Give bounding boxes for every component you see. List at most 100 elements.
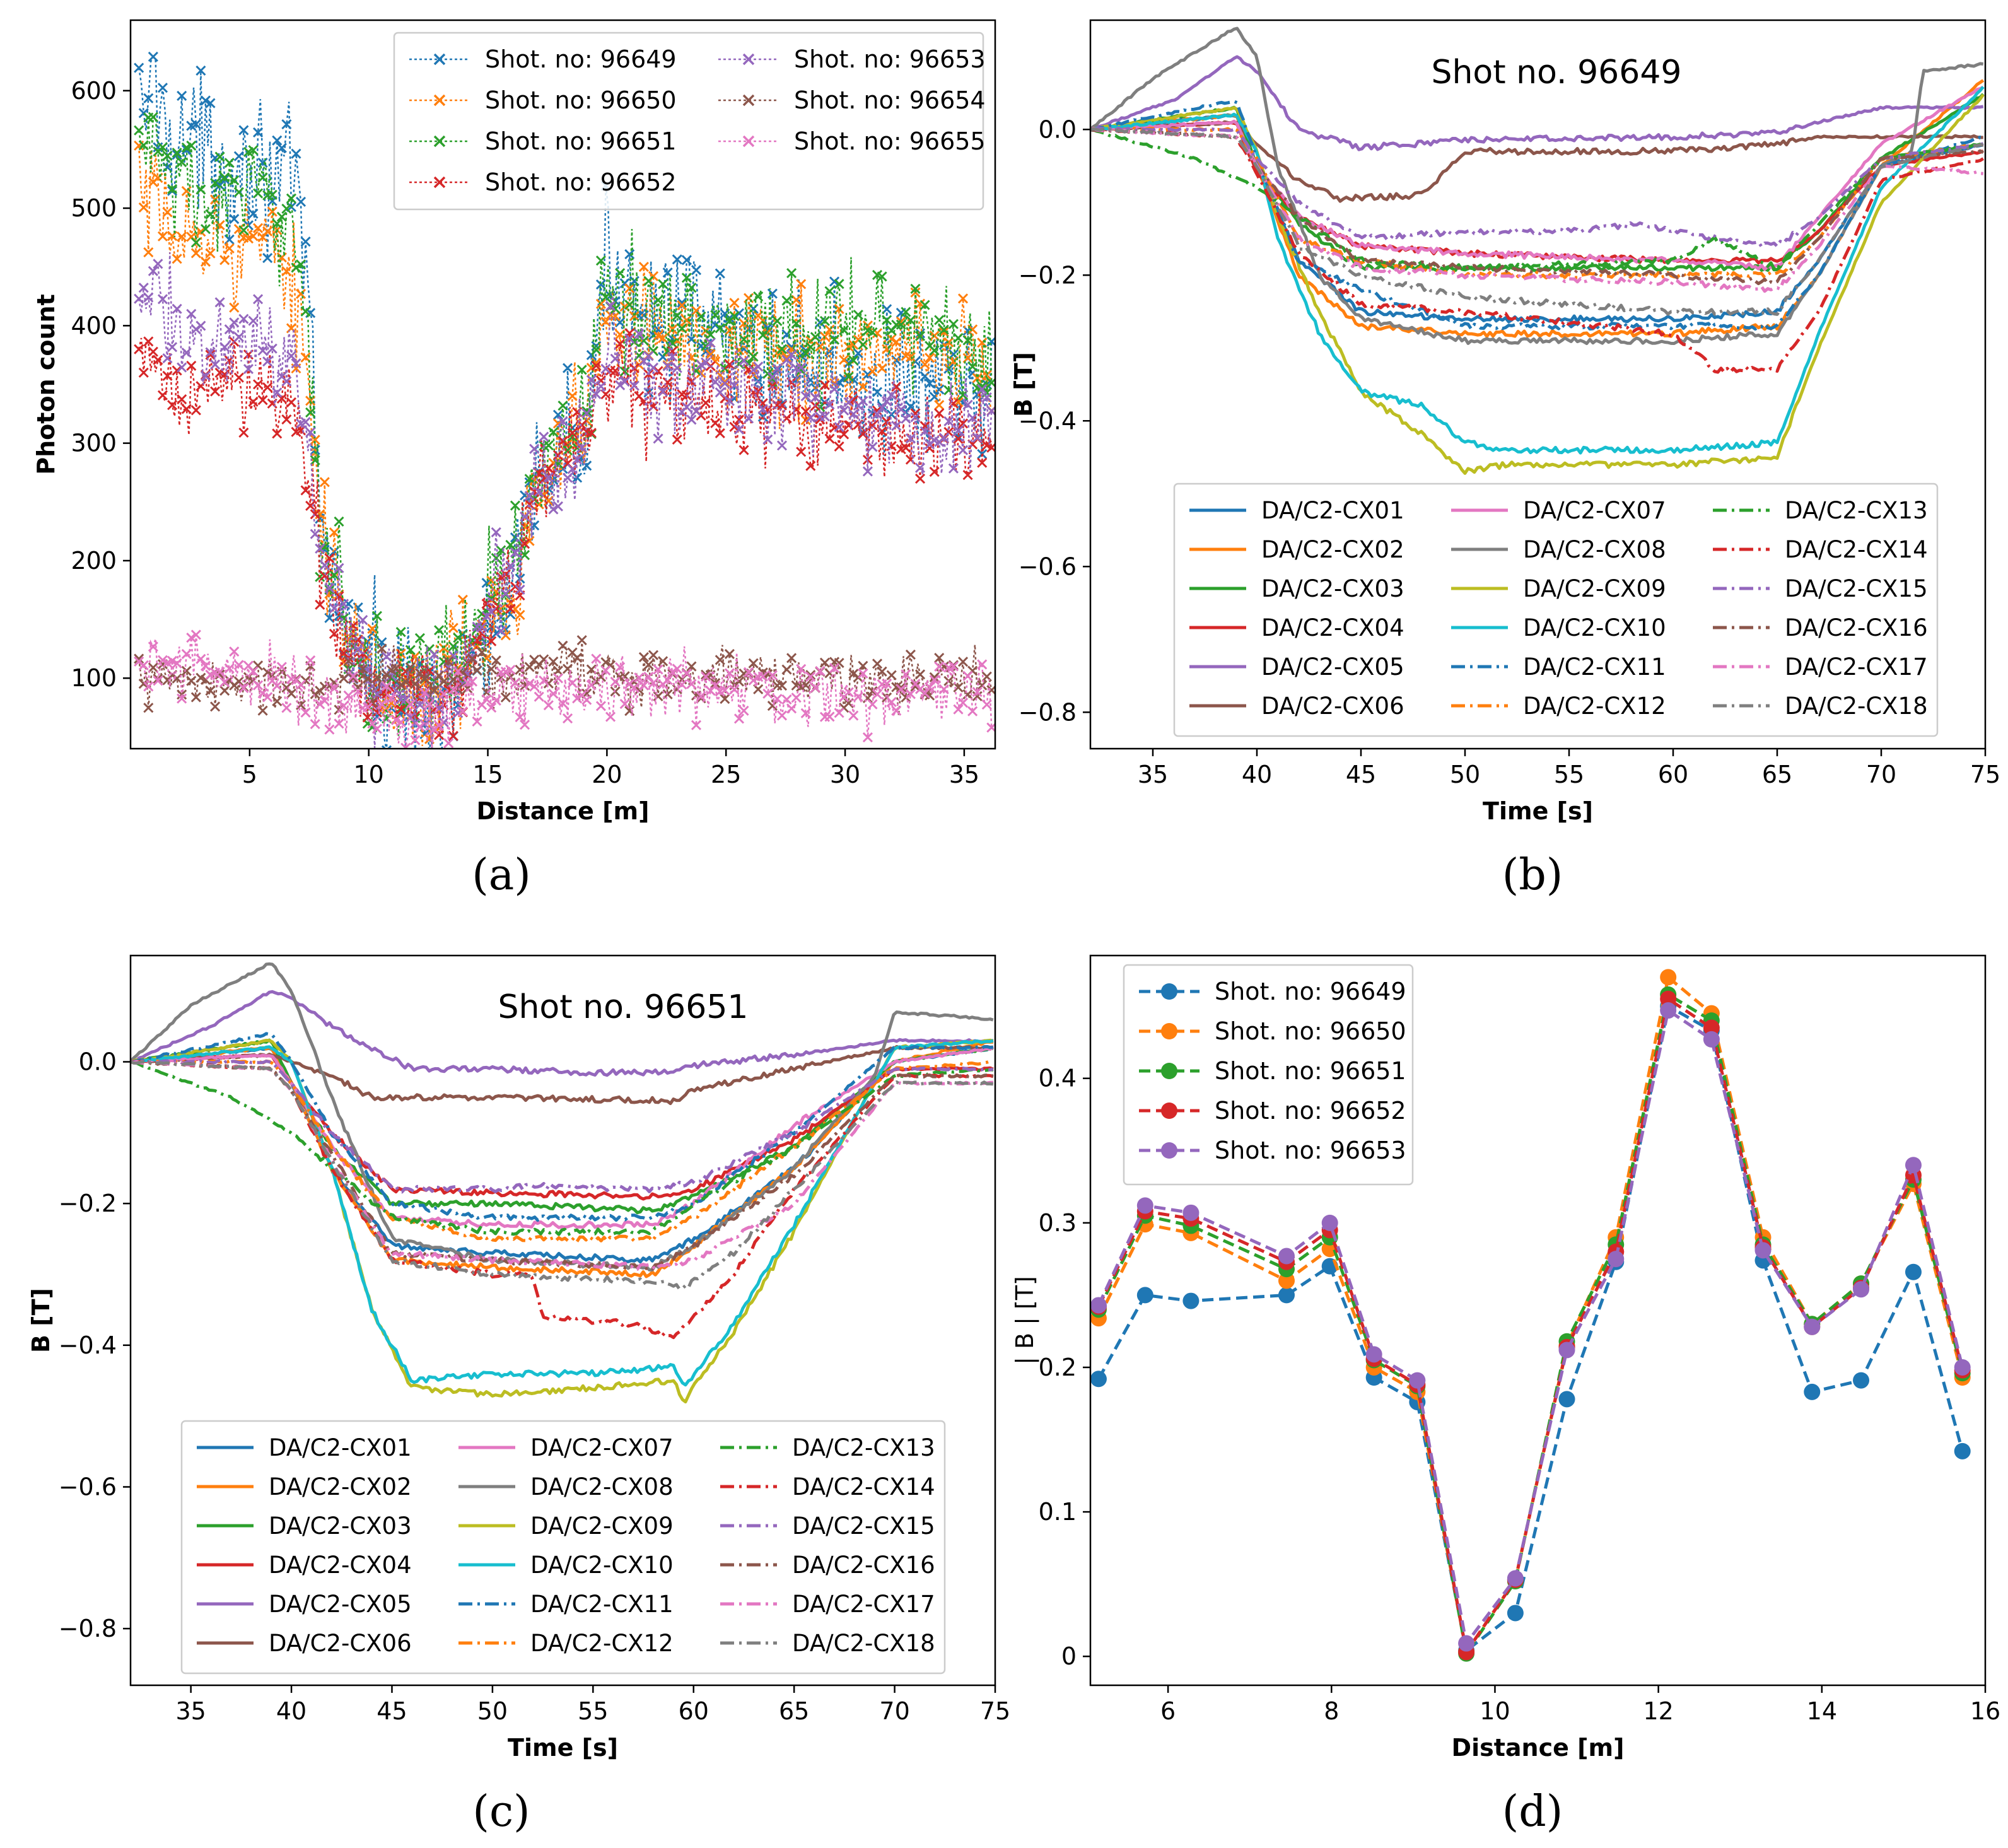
panel-a-chart: 5 10 15 20 25 30 35 100 200 300 400 500 600 Distance … [32,19,996,825]
legend-label-d-4: Shot. no: 96652 [1215,1097,1406,1125]
series-line-c-16 [131,1060,994,1271]
x-tick-label-c-2: 40 [276,1697,306,1725]
legend-item-b-3: DA/C2-CX03 [1189,575,1404,602]
y-tick-label-c-2: −0.2 [59,1190,117,1217]
legend-label-c-15: DA/C2-CX15 [792,1512,935,1540]
x-tick-label-c-6: 60 [679,1697,709,1725]
data-point-d-1-2 [1136,1287,1153,1304]
data-point-d-4-12 [1660,990,1677,1007]
caption-a: (a) [472,850,531,900]
series-c-15 [131,1059,994,1194]
y-tick-label-b-2: −0.2 [1019,261,1077,289]
x-axis-label-b: Time [s] [1483,797,1593,825]
legend-label-d-3: Shot. no: 96651 [1215,1057,1406,1085]
legend-item-c-4: DA/C2-CX04 [197,1552,412,1579]
x-tick-label-a-1: 5 [242,761,257,788]
legend-marker-a-3 [433,135,446,148]
legend-label-c-14: DA/C2-CX14 [792,1473,935,1500]
x-tick-label-b-3: 45 [1346,761,1376,788]
data-point-d-2-12 [1660,969,1677,986]
legend-label-c-8: DA/C2-CX08 [530,1473,674,1500]
x-tick-label-a-5: 25 [711,761,741,788]
legend-item-c-14: DA/C2-CX14 [720,1473,935,1500]
legend-label-a-2: Shot. no: 96650 [485,86,677,114]
legend-item-c-16: DA/C2-CX16 [720,1552,935,1579]
series-line-b-13 [1090,128,1983,272]
series-markers-a-6 [134,635,995,716]
legend-item-a-2: Shot. no: 96650 [409,86,677,114]
series-c-12 [131,1059,993,1244]
series-markers-a-5 [134,259,995,730]
data-point-d-1-15 [1804,1383,1821,1400]
y-axis-label-a: Photon count [32,294,60,474]
y-tick-label-a-2: 200 [71,547,117,575]
legend-item-b-11: DA/C2-CX11 [1451,653,1666,681]
data-point-d-5-14 [1754,1242,1772,1259]
x-tick-label-b-4: 50 [1450,761,1480,788]
series-b-7 [1090,86,1984,271]
data-point-d-5-2 [1136,1197,1153,1214]
series-a-6 [134,635,995,716]
panel-b-chart: 35 40 45 50 55 60 65 70 75 0.0 −0.2 −0.4 −0.6 −0.8 Tim… [1010,19,2000,825]
x-tick-label-c-8: 70 [879,1697,909,1725]
plot-area-a [134,51,995,749]
x-tick-label-c-4: 50 [477,1697,508,1725]
y-tick-label-b-1: 0.0 [1039,115,1077,143]
y-tick-label-b-3: −0.4 [1019,407,1077,435]
series-line-a-7 [138,635,993,749]
series-c-16 [131,1060,994,1271]
legend-item-d-5: Shot. no: 96653 [1139,1137,1406,1164]
legend-item-b-9: DA/C2-CX09 [1451,575,1666,602]
series-a-7 [134,629,995,749]
series-line-d-5 [1097,1007,1964,1647]
legend-label-b-9: DA/C2-CX09 [1523,575,1666,602]
data-point-d-5-7 [1409,1372,1426,1389]
series-line-b-15 [1090,127,1984,249]
legend-item-b-2: DA/C2-CX02 [1189,536,1404,563]
series-line-c-7 [131,1045,995,1229]
legend-item-c-10: DA/C2-CX10 [458,1552,674,1579]
legend-marker-d-2 [1161,1023,1177,1039]
series-b-10 [1090,86,1985,455]
axes-frame-b [1089,19,1987,750]
data-point-d-5-8 [1458,1635,1475,1652]
data-point-d-5-17 [1905,1157,1922,1174]
series-c-7 [131,1045,995,1229]
y-tick-label-a-4: 400 [71,312,117,339]
data-point-d-5-11 [1608,1251,1625,1268]
legend-b: DA/C2-CX01 DA/C2-CX02 DA/C2-CX03 DA/C2-CX04… [1173,482,1939,737]
y-tick-label-c-5: −0.8 [59,1615,117,1642]
x-tick-label-a-4: 20 [592,761,622,788]
data-point-d-5-13 [1703,1031,1720,1048]
chart-title-b: Shot no. 96649 [1431,54,1681,91]
legend-item-c-11: DA/C2-CX11 [458,1591,674,1618]
y-axis-label-b: B [T] [1010,352,1037,417]
y-axis-label-c: B [T] [27,1288,55,1353]
legend-item-c-9: DA/C2-CX09 [458,1512,674,1540]
series-line-b-7 [1090,86,1984,271]
legend-item-b-5: DA/C2-CX05 [1189,653,1404,681]
legend-item-c-6: DA/C2-CX06 [197,1630,412,1657]
data-point-d-5-9 [1507,1570,1524,1587]
legend-box-d [1123,964,1414,1186]
series-line-a-3 [137,115,993,749]
series-line-d-1 [1097,1003,1964,1654]
series-b-14 [1090,127,1985,374]
legend-item-b-14: DA/C2-CX14 [1713,536,1928,563]
legend-d: Shot. no: 96649 Shot. no: 96650 Shot. no: … [1123,964,1414,1186]
x-tick-label-d-2: 8 [1324,1697,1339,1725]
x-tick-label-a-6: 30 [830,761,860,788]
legend-label-b-11: DA/C2-CX11 [1523,653,1666,681]
series-line-c-2 [131,1040,993,1278]
y-tick-label-c-1: 0.0 [79,1048,117,1075]
legend-label-c-7: DA/C2-CX07 [530,1434,674,1461]
x-tick-label-b-5: 55 [1554,761,1584,788]
series-d-5 [1090,1002,1971,1652]
legend-label-b-17: DA/C2-CX17 [1785,653,1928,681]
x-tick-label-d-3: 10 [1480,1697,1510,1725]
series-b-15 [1090,127,1984,249]
legend-label-b-13: DA/C2-CX13 [1785,497,1928,524]
y-tick-label-d-2: 0.1 [1039,1498,1077,1526]
series-markers-a-7 [134,629,995,749]
data-point-d-5-18 [1954,1359,1971,1376]
